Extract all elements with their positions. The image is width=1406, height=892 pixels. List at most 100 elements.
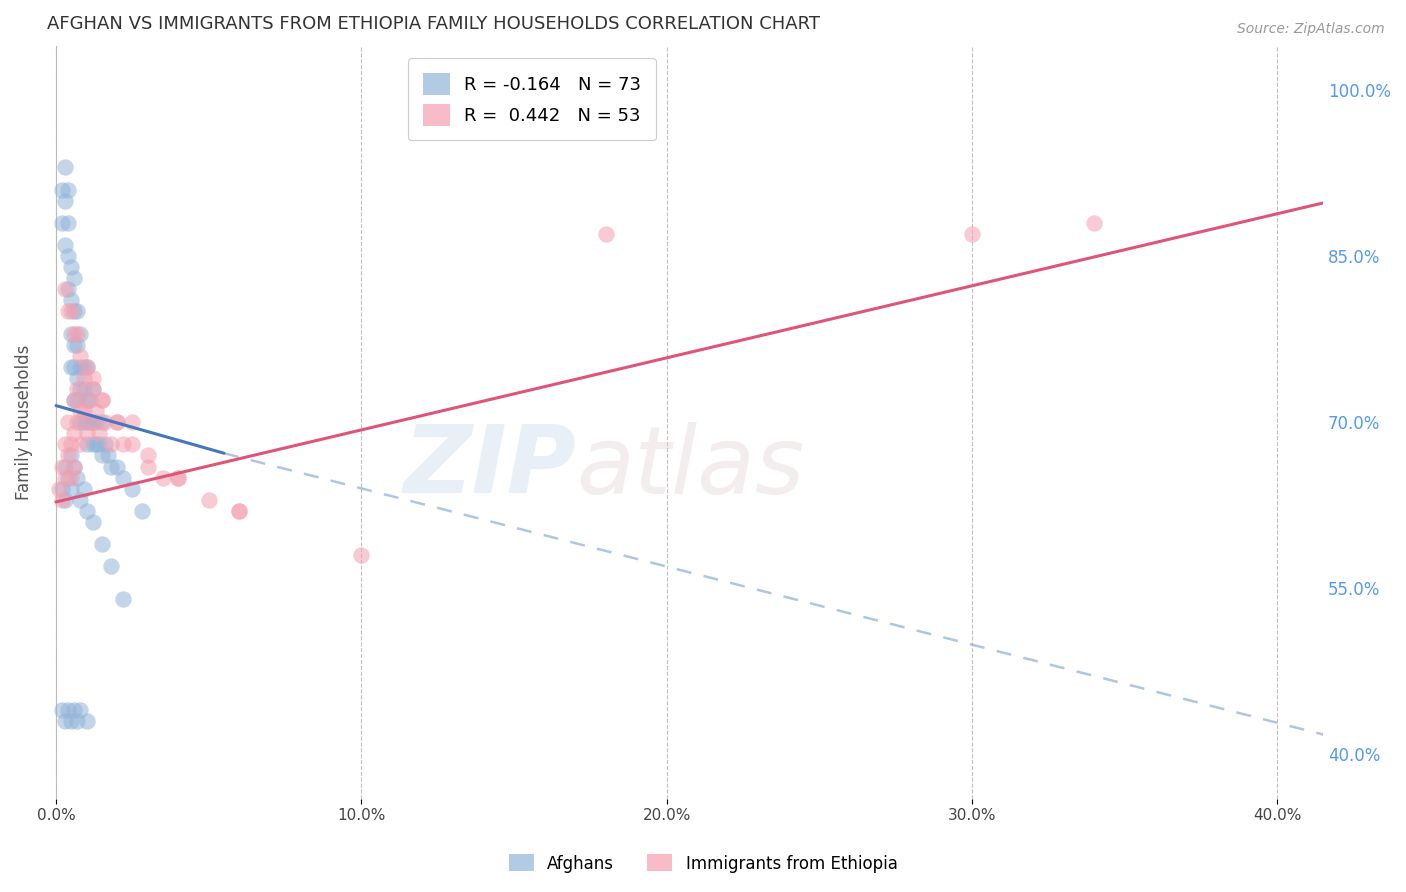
Point	[51, 183, 73, 197]
Point	[76, 359, 98, 374]
Point	[167, 470, 190, 484]
Point	[79, 415, 101, 429]
Point	[66, 382, 89, 396]
Point	[76, 714, 98, 729]
Point	[69, 492, 91, 507]
Point	[82, 382, 104, 396]
Text: AFGHAN VS IMMIGRANTS FROM ETHIOPIA FAMILY HOUSEHOLDS CORRELATION CHART: AFGHAN VS IMMIGRANTS FROM ETHIOPIA FAMIL…	[46, 15, 820, 33]
Point	[121, 482, 143, 496]
Point	[63, 459, 86, 474]
Point	[90, 449, 112, 463]
Point	[100, 437, 122, 451]
Point	[90, 393, 112, 408]
Point	[136, 449, 159, 463]
Point	[63, 393, 86, 408]
Text: atlas: atlas	[576, 422, 804, 513]
Point	[76, 504, 98, 518]
Point	[69, 415, 91, 429]
Point	[350, 548, 373, 562]
Point	[53, 194, 76, 208]
Point	[82, 515, 104, 529]
Y-axis label: Family Households: Family Households	[15, 344, 32, 500]
Point	[121, 437, 143, 451]
Point	[58, 183, 80, 197]
Point	[53, 459, 76, 474]
Point	[94, 437, 117, 451]
Point	[60, 304, 83, 318]
Point	[72, 404, 94, 418]
Point	[51, 459, 73, 474]
Point	[79, 393, 101, 408]
Point	[167, 470, 190, 484]
Point	[53, 714, 76, 729]
Text: Source: ZipAtlas.com: Source: ZipAtlas.com	[1237, 22, 1385, 37]
Point	[53, 470, 76, 484]
Point	[63, 426, 86, 441]
Point	[595, 227, 617, 241]
Point	[51, 482, 73, 496]
Point	[60, 437, 83, 451]
Point	[60, 714, 83, 729]
Point	[90, 393, 112, 408]
Point	[100, 559, 122, 574]
Point	[72, 482, 94, 496]
Point	[72, 382, 94, 396]
Point	[51, 492, 73, 507]
Point	[84, 437, 107, 451]
Text: ZIP: ZIP	[404, 421, 576, 514]
Point	[82, 437, 104, 451]
Point	[105, 415, 128, 429]
Point	[53, 492, 76, 507]
Point	[66, 470, 89, 484]
Point	[66, 337, 89, 351]
Point	[63, 304, 86, 318]
Point	[72, 359, 94, 374]
Point	[76, 437, 98, 451]
Point	[131, 504, 153, 518]
Point	[58, 304, 80, 318]
Point	[960, 227, 983, 241]
Point	[58, 216, 80, 230]
Point	[90, 537, 112, 551]
Point	[121, 415, 143, 429]
Point	[60, 449, 83, 463]
Point	[63, 337, 86, 351]
Point	[100, 459, 122, 474]
Point	[60, 482, 83, 496]
Point	[76, 393, 98, 408]
Point	[53, 437, 76, 451]
Point	[228, 504, 250, 518]
Point	[60, 260, 83, 275]
Point	[105, 415, 128, 429]
Point	[76, 359, 98, 374]
Point	[228, 504, 250, 518]
Point	[66, 371, 89, 385]
Point	[58, 415, 80, 429]
Point	[136, 459, 159, 474]
Point	[76, 426, 98, 441]
Point	[82, 415, 104, 429]
Point	[48, 482, 70, 496]
Point	[66, 326, 89, 341]
Point	[82, 371, 104, 385]
Point	[105, 459, 128, 474]
Point	[53, 161, 76, 175]
Point	[60, 293, 83, 308]
Point	[112, 592, 135, 607]
Point	[63, 459, 86, 474]
Point	[69, 382, 91, 396]
Point	[94, 415, 117, 429]
Point	[69, 703, 91, 717]
Point	[87, 437, 110, 451]
Point	[60, 470, 83, 484]
Point	[58, 449, 80, 463]
Point	[82, 382, 104, 396]
Point	[112, 470, 135, 484]
Point	[51, 216, 73, 230]
Point	[1083, 216, 1105, 230]
Point	[84, 404, 107, 418]
Point	[69, 359, 91, 374]
Point	[69, 437, 91, 451]
Point	[63, 703, 86, 717]
Point	[60, 359, 83, 374]
